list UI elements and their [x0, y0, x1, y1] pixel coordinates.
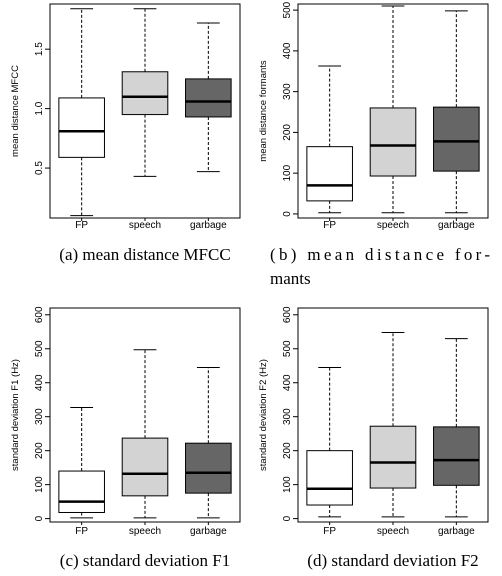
panel-d: 0 100 200 300 400 500 600 standard deviation F2… [258, 306, 489, 570]
x-category-label: speech [129, 526, 161, 537]
y-tick-label: 100 [282, 164, 293, 181]
y-tick-label: 400 [282, 374, 293, 391]
y-tick-label: 500 [34, 340, 45, 357]
x-category-label: garbage [438, 220, 475, 231]
y-tick-label: 1.0 [34, 101, 45, 115]
y-axis-label: mean distance MFCC [10, 65, 21, 157]
y-axis-label: mean distance formants [258, 60, 269, 162]
panel-b: 0 100 200 300 400 500 mean distance formants FP… [258, 1, 490, 288]
x-category-label: garbage [438, 526, 475, 537]
box-iqr [369, 107, 417, 177]
y-tick-label: 0.5 [34, 161, 45, 175]
x-category-label: garbage [190, 526, 227, 537]
x-category-label: garbage [190, 220, 227, 231]
box-garbage [433, 338, 480, 518]
box-iqr [306, 146, 353, 202]
caption-line: mants [270, 269, 311, 288]
x-category-label: FP [75, 220, 88, 231]
box-garbage [433, 10, 480, 214]
y-tick-label: 100 [34, 476, 45, 493]
box-iqr [306, 450, 353, 506]
y-tick-label: 300 [282, 83, 293, 100]
panel-c: 0 100 200 300 400 500 600 standard deviation F1… [10, 306, 241, 570]
box-garbage [185, 366, 232, 519]
box-iqr [433, 426, 480, 486]
box-speech [121, 349, 169, 519]
y-tick-label: 0 [282, 211, 293, 217]
box-fp [306, 65, 353, 214]
y-tick-label: 100 [282, 476, 293, 493]
y-tick-label: 400 [34, 374, 45, 391]
box-iqr [121, 71, 169, 116]
panel-caption: (b) mean distance for-mants [270, 245, 490, 288]
box-iqr [369, 425, 417, 489]
x-category-label: FP [75, 526, 88, 537]
x-category-label: FP [323, 220, 336, 231]
y-tick-label: 200 [282, 124, 293, 141]
box-garbage [185, 22, 232, 173]
box-iqr [433, 106, 480, 172]
x-category-label: speech [129, 220, 161, 231]
box-iqr [121, 437, 169, 497]
y-tick-label: 500 [282, 340, 293, 357]
box-speech [121, 8, 169, 177]
box-iqr [185, 442, 232, 494]
panel-caption: (d) standard deviation F2 [307, 551, 478, 570]
y-tick-label: 0 [282, 515, 293, 521]
y-axis-label: standard deviation F2 (Hz) [258, 359, 269, 471]
box-fp [306, 366, 353, 518]
box-fp [58, 8, 105, 217]
box-speech [369, 5, 417, 214]
x-category-label: FP [323, 526, 336, 537]
y-tick-label: 600 [282, 306, 293, 323]
y-tick-label: 500 [282, 1, 293, 18]
x-category-label: speech [377, 220, 409, 231]
y-tick-label: 600 [34, 306, 45, 323]
y-tick-label: 400 [282, 42, 293, 59]
caption-line: (b) mean distance for- [270, 245, 490, 264]
y-tick-label: 200 [34, 442, 45, 459]
y-tick-label: 300 [282, 408, 293, 425]
box-speech [369, 331, 417, 518]
x-category-label: speech [377, 526, 409, 537]
y-tick-label: 1.5 [34, 42, 45, 56]
y-axis-label: standard deviation F1 (Hz) [10, 359, 21, 471]
y-tick-label: 0 [34, 515, 45, 521]
box-iqr [185, 78, 232, 118]
panel-caption: (a) mean distance MFCC [59, 245, 230, 264]
y-tick-label: 300 [34, 408, 45, 425]
panel-a: 0.5 1.0 1.5 mean distance MFCC FP speech garba… [10, 3, 241, 264]
y-tick-label: 200 [282, 442, 293, 459]
panel-caption: (c) standard deviation F1 [60, 551, 230, 570]
box-fp [58, 407, 105, 519]
box-iqr [58, 97, 105, 158]
box-iqr [58, 470, 105, 513]
